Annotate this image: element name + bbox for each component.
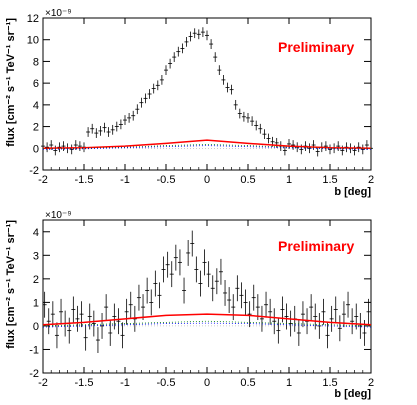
x-tick-label: 0 — [204, 174, 210, 186]
y-tick-label: 6 — [33, 78, 39, 90]
x-tick-label: -0.5 — [157, 377, 176, 389]
x-axis-label: b [deg] — [334, 388, 371, 400]
y-tick-label: 4 — [33, 227, 39, 239]
y-tick-label: 2 — [33, 122, 39, 134]
y-tick-label: 4 — [33, 100, 39, 112]
y-axis-label: flux [cm⁻² s⁻¹ TeV⁻¹ sr⁻¹] — [5, 18, 17, 147]
y-tick-label: 0 — [33, 321, 39, 333]
y-tick-label: 0 — [33, 143, 39, 155]
y-tick-label: 3 — [33, 250, 39, 262]
x-tick-label: 1.5 — [322, 174, 337, 186]
chart-panel-2: -2 -1.5 -1 -0.5 0 0.5 1 1.5 2 -2 -1 0 1 2 3 4 ×10⁻⁹ flux … — [5, 210, 374, 400]
y-exponent: ×10⁻⁹ — [45, 8, 72, 19]
series-points — [42, 230, 371, 353]
y-tick-label: -2 — [29, 368, 39, 380]
x-tick-label: -1.5 — [75, 377, 94, 389]
component-line — [42, 320, 372, 327]
y-tick-label: 12 — [27, 13, 39, 25]
y-tick-label: 8 — [33, 56, 39, 68]
y-tick-label: -1 — [29, 344, 39, 356]
preliminary-annotation: Preliminary — [278, 39, 354, 55]
y-tick-label: 2 — [33, 274, 39, 286]
y-tick-label: 1 — [33, 297, 39, 309]
y-tick-label: 10 — [27, 35, 39, 47]
x-tick-label: 2 — [368, 174, 374, 186]
series-points — [41, 27, 373, 157]
component-line — [42, 322, 372, 328]
chart-panel-1: -2 -1.5 -1 -0.5 0 0.5 1 1.5 2 -2 0 2 4 6 8 10 12 ×10⁻⁹ flu… — [5, 8, 374, 198]
x-tick-label: -0.5 — [157, 174, 176, 186]
y-exponent: ×10⁻⁹ — [45, 210, 72, 221]
x-tick-label: 0.5 — [240, 377, 255, 389]
component-line — [42, 145, 372, 150]
x-tick-label: 0 — [204, 377, 210, 389]
component-line — [42, 144, 372, 150]
x-tick-label: 0.5 — [240, 174, 255, 186]
x-tick-label: -1 — [120, 174, 130, 186]
x-tick-label: -1 — [120, 377, 130, 389]
x-tick-label: -2 — [38, 377, 48, 389]
x-tick-label: 2 — [368, 377, 374, 389]
x-tick-label: 1 — [286, 174, 292, 186]
preliminary-annotation: Preliminary — [278, 238, 354, 254]
x-tick-label: 1.5 — [322, 377, 337, 389]
x-tick-label: 1 — [286, 377, 292, 389]
model-line — [42, 139, 372, 150]
x-tick-label: -2 — [38, 174, 48, 186]
model-line — [42, 313, 372, 326]
y-tick-label: -2 — [29, 165, 39, 177]
x-axis-label: b [deg] — [334, 186, 371, 198]
x-tick-label: -1.5 — [75, 174, 94, 186]
y-axis-label: flux [cm⁻² s⁻¹ TeV⁻¹ sr⁻¹] — [5, 220, 17, 349]
